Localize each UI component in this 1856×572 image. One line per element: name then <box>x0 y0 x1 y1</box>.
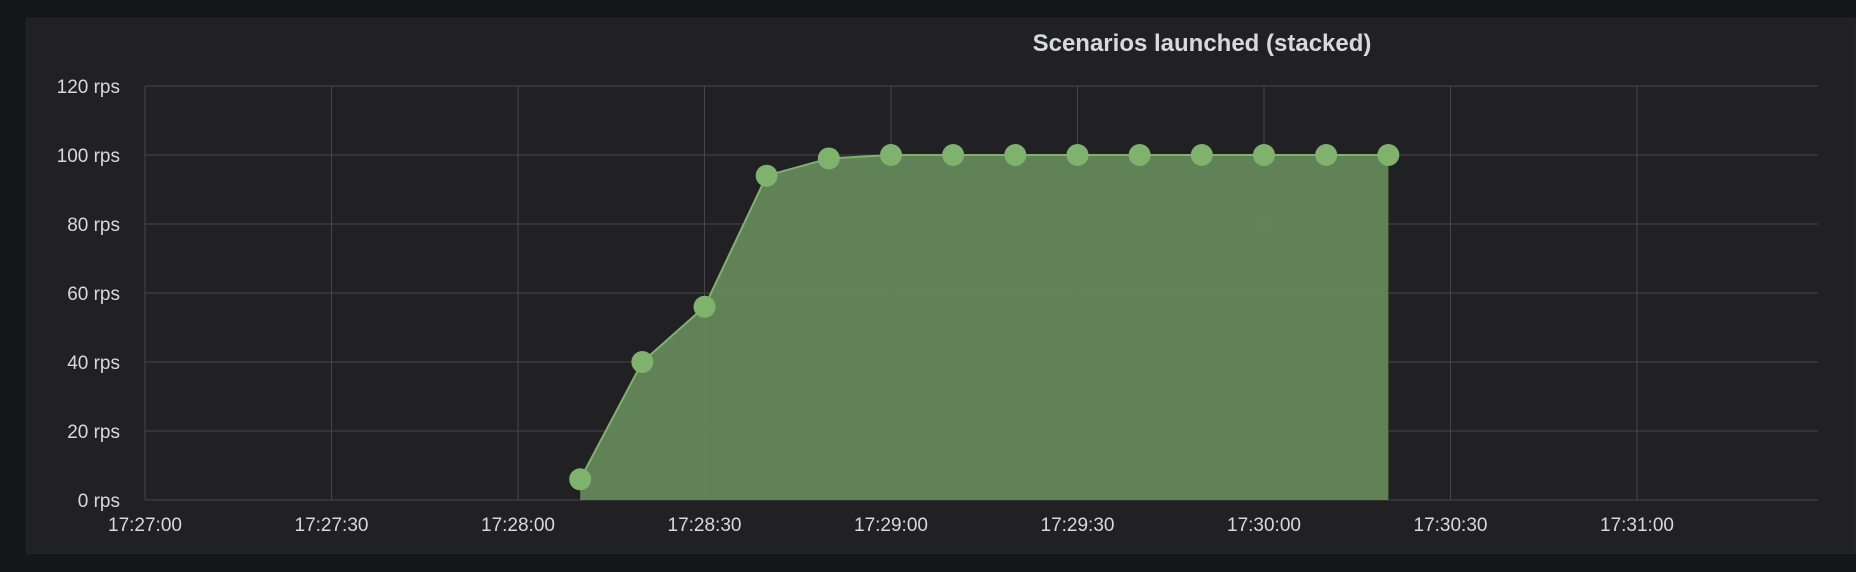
panel-title: Scenarios launched (stacked) <box>1032 30 1372 57</box>
x-tick-label: 17:31:00 <box>1600 515 1674 536</box>
data-point[interactable] <box>1066 144 1089 166</box>
series-area <box>579 154 1389 500</box>
data-point[interactable] <box>880 144 902 166</box>
y-tick-label: 40 rps <box>67 353 120 374</box>
data-point[interactable] <box>1004 144 1027 166</box>
x-tick-label: 17:29:30 <box>1041 515 1115 536</box>
x-axis: 17:27:00 17:27:30 17:28:00 17:28:30 17:29:00… <box>108 515 1674 536</box>
data-point[interactable] <box>569 468 592 491</box>
x-tick-label: 17:30:00 <box>1227 515 1301 536</box>
data-point[interactable] <box>817 147 840 170</box>
data-point[interactable] <box>693 295 716 318</box>
data-point[interactable] <box>1253 144 1275 166</box>
y-tick-label: 20 rps <box>67 422 120 443</box>
y-axis: 0 rps 20 rps 40 rps 60 rps 80 rps 100 rps 120 … <box>57 77 120 512</box>
y-tick-label: 120 rps <box>57 77 120 98</box>
x-tick-label: 17:28:30 <box>668 515 742 536</box>
data-point[interactable] <box>631 351 654 373</box>
y-tick-label: 0 rps <box>78 491 120 512</box>
x-tick-label: 17:27:00 <box>108 515 182 536</box>
data-point[interactable] <box>1128 144 1151 166</box>
x-tick-label: 17:29:00 <box>854 515 928 536</box>
y-tick-label: 100 rps <box>57 146 120 167</box>
data-point[interactable] <box>942 144 965 166</box>
data-point[interactable] <box>1377 144 1400 166</box>
data-point[interactable] <box>755 164 778 187</box>
y-tick-label: 60 rps <box>67 284 120 305</box>
x-tick-label: 17:30:30 <box>1414 515 1488 536</box>
y-tick-label: 80 rps <box>67 215 120 236</box>
data-point[interactable] <box>1315 144 1338 166</box>
series-fill <box>580 155 1389 500</box>
x-tick-label: 17:27:30 <box>295 515 369 536</box>
data-point[interactable] <box>1190 144 1213 166</box>
data-points <box>569 144 1400 491</box>
x-tick-label: 17:28:00 <box>481 515 555 536</box>
